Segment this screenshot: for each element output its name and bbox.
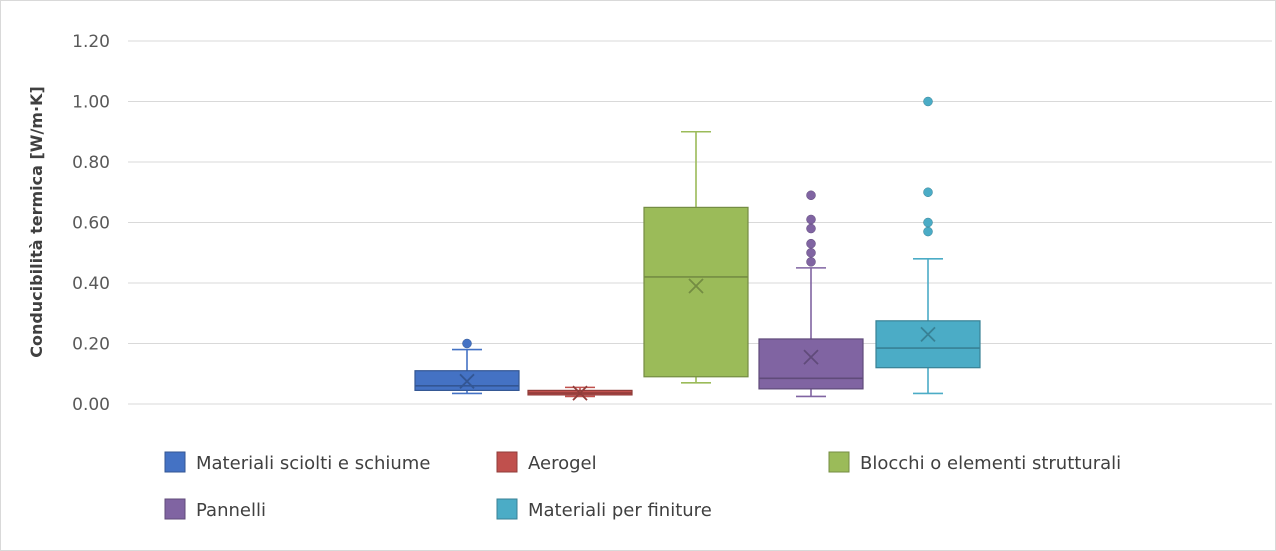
mean-marker-stroke <box>920 326 936 343</box>
legend-swatch <box>496 451 518 473</box>
box-5 <box>875 96 981 395</box>
y-tick-label: 0.40 <box>72 274 110 294</box>
y-tick-label: 1.00 <box>72 93 110 113</box>
y-tick-label: 0.60 <box>72 214 110 234</box>
legend-label: Pannelli <box>196 500 266 521</box>
legend-item: Blocchi o elementi strutturali <box>828 451 1121 474</box>
mean-marker <box>803 349 819 365</box>
mean-marker-stroke <box>572 385 588 401</box>
box-2 <box>527 385 633 401</box>
gridlines <box>128 40 1272 405</box>
y-tick-label: 0.00 <box>72 395 110 415</box>
boxes <box>414 96 981 401</box>
y-axis-title: Conducibilità termica [W/m·K] <box>27 86 46 358</box>
outlier-point <box>462 338 472 349</box>
y-tick-label: 0.20 <box>72 335 110 355</box>
legend-label: Materiali sciolti e schiume <box>196 453 430 474</box>
legend-swatch <box>496 498 518 520</box>
legend-swatch <box>164 498 186 520</box>
mean-marker-stroke <box>459 373 475 389</box>
outlier-point <box>806 223 816 234</box>
outlier-point <box>923 226 933 237</box>
outlier-point <box>923 217 933 228</box>
legend-item: Pannelli <box>164 498 266 521</box>
legend-item: Aerogel <box>496 451 597 474</box>
box-4 <box>758 190 864 398</box>
legend-swatch <box>828 451 850 473</box>
legend: Materiali sciolti e schiume Aerogel Blocch… <box>164 451 1121 521</box>
legend-label: Blocchi o elementi strutturali <box>860 453 1121 474</box>
mean-marker <box>688 278 704 294</box>
legend-swatch <box>164 451 186 473</box>
outlier-point <box>806 257 816 267</box>
mean-marker-stroke <box>688 278 704 294</box>
mean-marker <box>572 385 588 401</box>
y-tick-label: 1.20 <box>72 32 110 52</box>
box-1 <box>414 338 520 395</box>
outlier-point <box>806 248 816 258</box>
mean-marker-stroke <box>803 349 819 365</box>
legend-item: Materiali per finiture <box>496 498 712 521</box>
outlier-point <box>806 214 816 225</box>
outlier-point <box>806 190 816 201</box>
mean-marker <box>459 373 475 389</box>
legend-item: Materiali sciolti e schiume <box>164 451 430 474</box>
box-body <box>643 206 749 378</box>
box-body <box>758 338 864 390</box>
box-3 <box>643 130 749 384</box>
mean-marker <box>920 326 936 343</box>
outlier-point <box>806 238 816 249</box>
y-tick-label: 0.80 <box>72 153 110 173</box>
legend-label: Materiali per finiture <box>528 500 712 521</box>
legend-label: Aerogel <box>528 453 597 474</box>
y-axis-ticks: 0.00 0.20 0.40 0.60 0.80 1.00 1.20 <box>72 32 110 415</box>
outlier-point <box>923 96 933 107</box>
outlier-point <box>923 187 933 197</box>
box-body <box>875 320 981 369</box>
